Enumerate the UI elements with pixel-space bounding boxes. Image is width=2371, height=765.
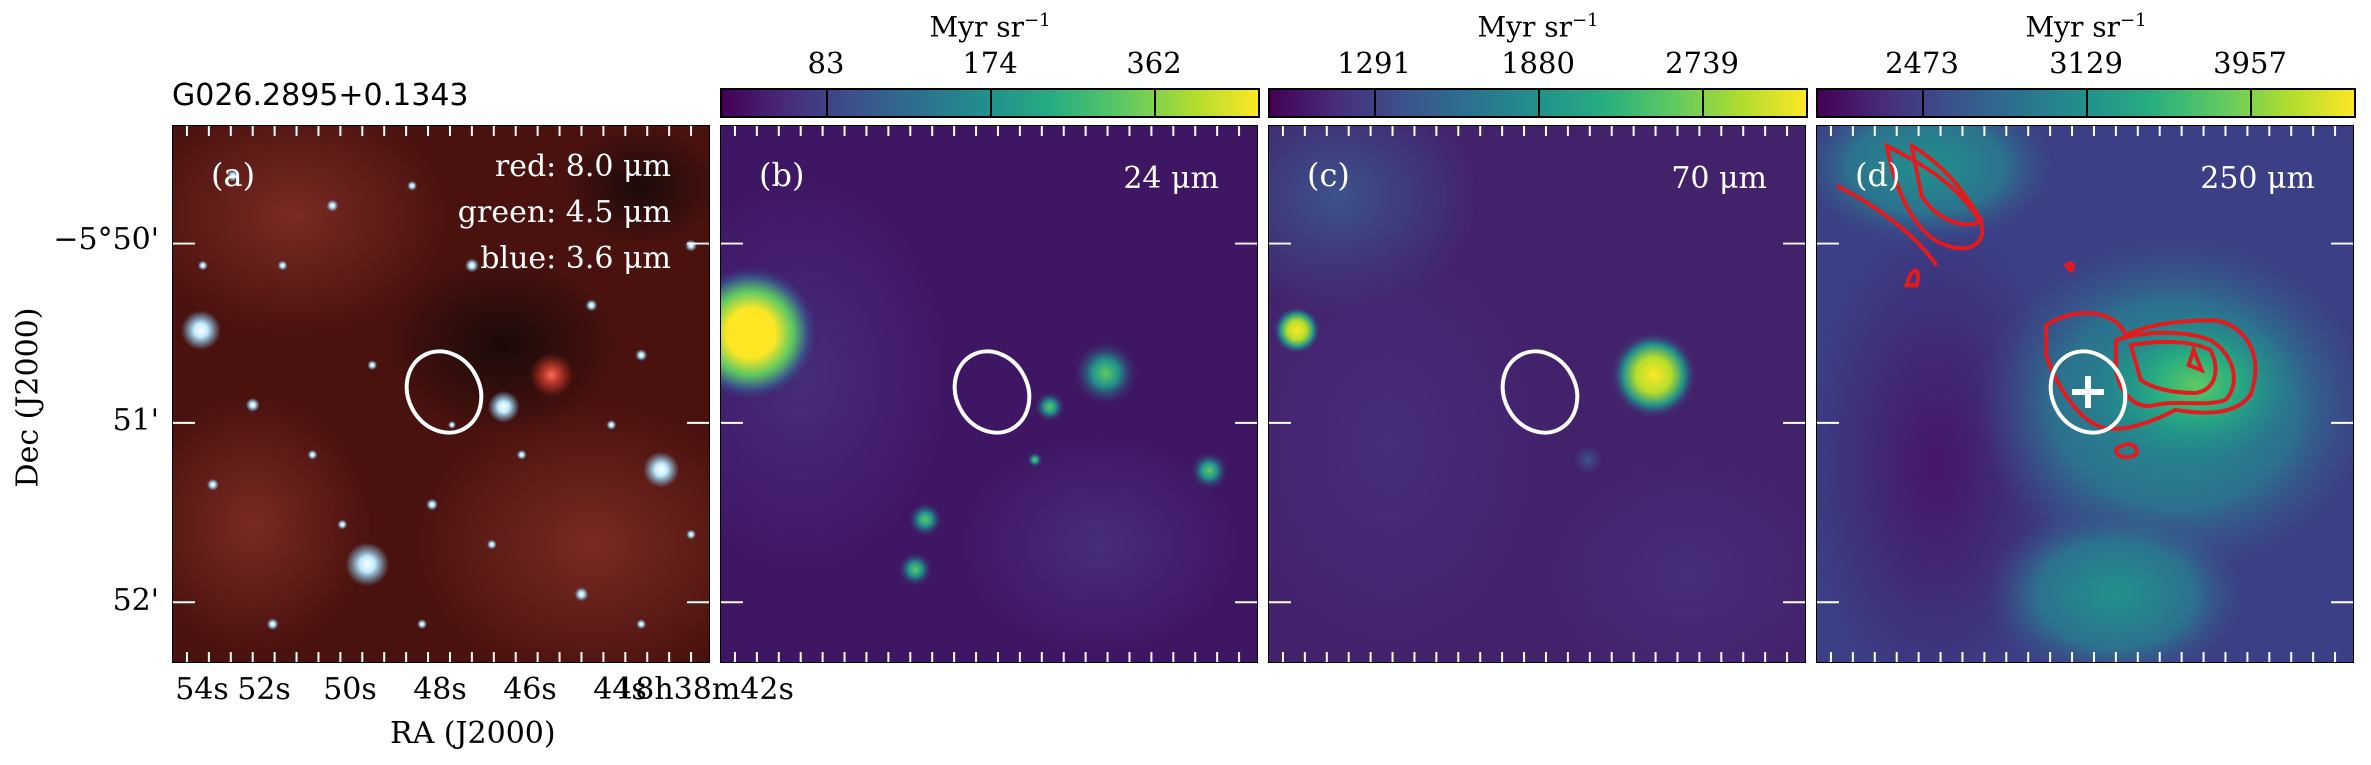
map-24um [721, 175, 1240, 655]
colorbar-tick-label: 1880 [1501, 46, 1575, 80]
wavelength-label: 70 μm [1671, 161, 1767, 196]
contours [1836, 142, 2258, 460]
colorbar-tick-label: 2739 [1665, 46, 1739, 80]
rgb-channel-legend: red: 8.0 μm green: 4.5 μm blue: 3.6 μm [457, 149, 671, 276]
colorbar-tick-label: 3957 [2213, 46, 2287, 80]
ra-tick-label: 48s [413, 672, 467, 707]
colorbar-tick-label: 174 [962, 46, 1018, 80]
dec-axis-label: Dec (J2000) [10, 307, 46, 488]
source-ellipse [2048, 349, 2128, 435]
colorbar-tick-label: 362 [1126, 46, 1182, 80]
ra-tick-label: 44s [593, 672, 647, 707]
colorbar-d [1816, 88, 2356, 118]
ra-tick-label: 54s [175, 672, 229, 707]
panel-label: (a) [211, 156, 256, 194]
ra-tick-label: 18h38m42s [616, 672, 794, 707]
panel-label: (d) [1855, 156, 1901, 194]
panel-d-250um-image: (d) 250 μm [1816, 125, 2354, 663]
colorbar-unit-b: Myr sr−1 [929, 10, 1051, 44]
panel-b-24um-image: (b) 24 μm [720, 125, 1258, 663]
ra-tick-label: 52s [237, 672, 291, 707]
colorbar-unit-d: Myr sr−1 [2025, 10, 2147, 44]
colorbar-tick-label: 1291 [1337, 46, 1411, 80]
source-title: G026.2895+0.1343 [172, 78, 469, 113]
colorbar-unit-c: Myr sr−1 [1477, 10, 1599, 44]
map-250um [1817, 126, 2353, 662]
dec-tick-label: 52' [112, 583, 159, 618]
wavelength-label: 24 μm [1123, 161, 1219, 196]
ra-tick-label: 46s [503, 672, 557, 707]
dec-tick-label: 51' [112, 403, 159, 438]
colorbar-b [720, 88, 1260, 118]
colorbar-tick-label: 83 [807, 46, 845, 80]
panel-label: (b) [759, 156, 805, 194]
panel-a-rgb-image: (a) red: 8.0 μm green: 4.5 μm blue: 3.6 … [172, 125, 710, 663]
colorbar-tick-label: 2473 [1885, 46, 1959, 80]
map-70um [1269, 126, 1805, 662]
dec-tick-label: −5°50' [53, 222, 159, 257]
colorbar-c [1268, 88, 1808, 118]
source-ellipse [952, 349, 1032, 435]
ra-axis-label: RA (J2000) [390, 716, 556, 751]
position-marker [2072, 376, 2104, 408]
panel-label: (c) [1307, 156, 1350, 194]
wavelength-label: 250 μm [2200, 161, 2315, 196]
panel-c-70um-image: (c) 70 μm [1268, 125, 1806, 663]
rgb-composite-image [173, 126, 709, 662]
source-ellipse [1500, 349, 1580, 435]
colorbar-tick-label: 3129 [2049, 46, 2123, 80]
source-ellipse [404, 349, 484, 435]
star-field [180, 169, 698, 631]
ra-tick-label: 50s [323, 672, 377, 707]
